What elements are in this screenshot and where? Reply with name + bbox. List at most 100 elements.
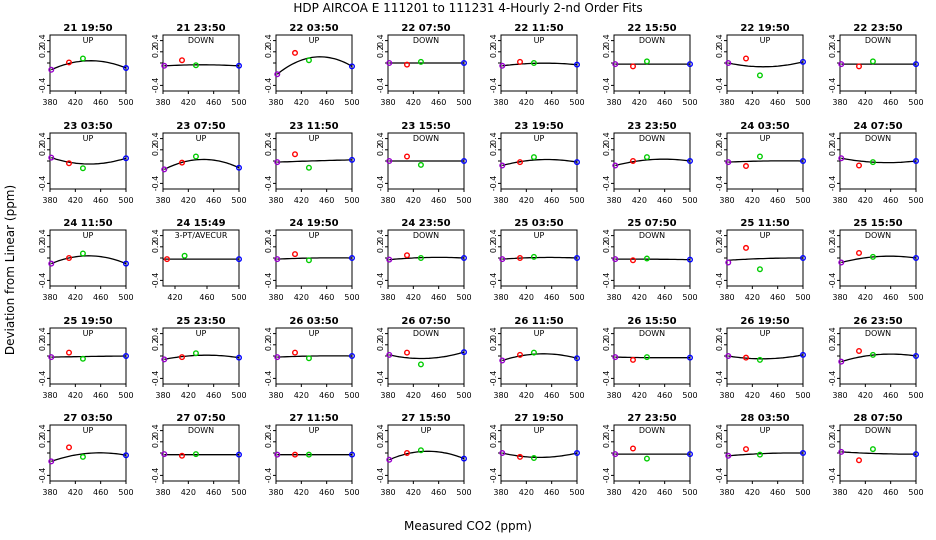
panel-title: 24 23:50 xyxy=(401,218,450,229)
y-tick-label: 0.4 xyxy=(264,132,273,145)
x-tick-label: 420 xyxy=(406,98,421,107)
data-point xyxy=(305,164,312,171)
panel-title: 28 07:50 xyxy=(853,413,902,424)
x-tick-label: 460 xyxy=(431,391,446,400)
data-point xyxy=(913,61,920,68)
x-tick-label: 380 xyxy=(719,488,734,497)
data-point xyxy=(743,354,750,361)
panel-mode-label: DOWN xyxy=(865,329,891,338)
data-point xyxy=(800,351,807,358)
data-point xyxy=(404,252,411,259)
panel-title: 27 07:50 xyxy=(176,413,225,424)
x-tick-label: 500 xyxy=(569,98,584,107)
panel: 23 19:50 UP 380 420 460 500 -0.4 0.20.4 xyxy=(489,121,585,205)
x-tick-label: 420 xyxy=(294,293,309,302)
data-point xyxy=(192,62,199,69)
fit-curve xyxy=(276,56,353,75)
x-tick-label: 420 xyxy=(294,98,309,107)
data-point xyxy=(417,254,424,261)
x-tick-label: 500 xyxy=(908,391,923,400)
y-tick-label: -0.4 xyxy=(376,176,385,192)
data-point xyxy=(517,351,524,358)
y-tick-label: -0.4 xyxy=(489,176,498,192)
data-point xyxy=(404,349,411,356)
x-tick-label: 420 xyxy=(745,391,760,400)
fit-curve xyxy=(502,452,578,459)
x-tick-label: 460 xyxy=(544,293,559,302)
data-point xyxy=(65,349,72,356)
y-tick-label: 0.2 xyxy=(828,435,837,448)
x-tick-label: 500 xyxy=(682,196,697,205)
data-point xyxy=(65,254,72,261)
data-point xyxy=(349,63,356,70)
x-tick-label: 420 xyxy=(68,488,83,497)
data-point xyxy=(800,450,807,457)
y-tick-label: -0.4 xyxy=(602,78,611,94)
x-tick-label: 420 xyxy=(745,98,760,107)
panel-mode-label: UP xyxy=(760,329,771,338)
y-tick-label: 0.4 xyxy=(264,327,273,340)
data-point xyxy=(122,452,129,459)
panel-title: 27 11:50 xyxy=(289,413,338,424)
y-tick-label: 0.2 xyxy=(376,240,385,253)
panel-title: 23 03:50 xyxy=(63,121,112,132)
data-point xyxy=(386,351,393,358)
data-point xyxy=(235,256,242,263)
data-point xyxy=(122,260,129,267)
data-point xyxy=(687,354,694,361)
y-tick-label: -0.4 xyxy=(828,176,837,192)
y-tick-label: 0.2 xyxy=(151,240,160,253)
y-tick-label: 0.2 xyxy=(38,338,47,351)
x-tick-label: 460 xyxy=(431,293,446,302)
panel-title: 24 15:49 xyxy=(176,218,225,229)
y-tick-label: 0.2 xyxy=(264,240,273,253)
panel-title: 23 07:50 xyxy=(176,121,225,132)
x-tick-label: 500 xyxy=(682,293,697,302)
x-tick-label: 460 xyxy=(93,293,108,302)
data-point xyxy=(181,252,188,259)
x-tick-label: 500 xyxy=(795,98,810,107)
data-point xyxy=(305,57,312,64)
x-tick-label: 420 xyxy=(858,196,873,205)
x-tick-label: 460 xyxy=(544,196,559,205)
data-point xyxy=(292,251,299,258)
panel-mode-label: UP xyxy=(534,426,545,435)
panel: 25 19:50 UP 380 420 460 500 -0.4 0.20.4 xyxy=(38,316,134,400)
y-tick-label: 0.4 xyxy=(828,424,837,437)
x-tick-label: 460 xyxy=(319,488,334,497)
data-point xyxy=(687,157,694,164)
x-tick-label: 500 xyxy=(118,488,133,497)
x-tick-label: 420 xyxy=(632,196,647,205)
x-tick-label: 420 xyxy=(294,391,309,400)
panel: 27 11:50 UP 380 420 460 500 -0.4 0.20.4 xyxy=(264,413,360,497)
data-point xyxy=(417,161,424,168)
data-point xyxy=(161,166,168,173)
data-point xyxy=(274,451,281,458)
x-tick-label: 500 xyxy=(908,488,923,497)
x-tick-label: 380 xyxy=(155,196,170,205)
x-tick-label: 420 xyxy=(858,293,873,302)
data-point xyxy=(574,61,581,68)
x-tick-label: 380 xyxy=(719,196,734,205)
y-tick-label: 0.2 xyxy=(264,143,273,156)
data-point xyxy=(725,452,732,459)
panel-title: 27 19:50 xyxy=(514,413,563,424)
data-point xyxy=(913,451,920,458)
x-tick-label: 500 xyxy=(456,196,471,205)
data-point xyxy=(274,256,281,263)
data-point xyxy=(838,448,845,455)
x-tick-label: 380 xyxy=(606,293,621,302)
x-tick-label: 460 xyxy=(431,488,446,497)
y-tick-label: 0.4 xyxy=(38,34,47,47)
data-point xyxy=(499,162,506,169)
data-point xyxy=(79,55,86,62)
data-point xyxy=(574,355,581,362)
data-point xyxy=(499,450,506,457)
x-tick-label: 500 xyxy=(456,391,471,400)
x-tick-label: 460 xyxy=(319,293,334,302)
panel: 23 03:50 UP 380 420 460 500 -0.4 0.20.4 xyxy=(38,121,134,205)
data-point xyxy=(574,450,581,457)
data-point xyxy=(687,256,694,263)
y-tick-label: 0.4 xyxy=(602,229,611,242)
y-tick-label: 0.4 xyxy=(151,34,160,47)
